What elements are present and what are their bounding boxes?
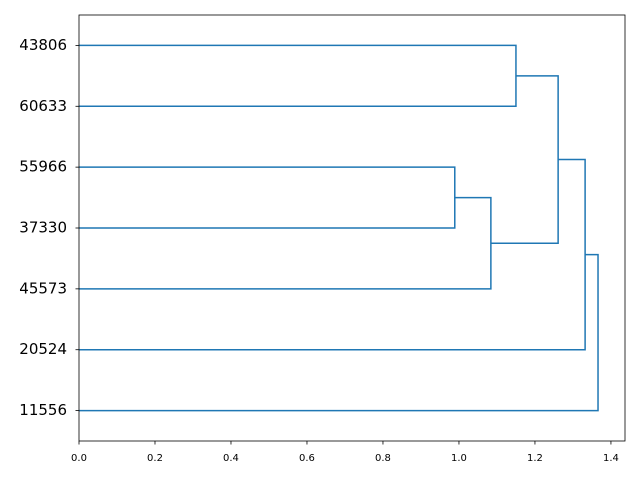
leaf-label: 37330 — [19, 219, 67, 237]
x-tick-label: 0.0 — [71, 453, 87, 464]
leaf-label: 60633 — [19, 97, 67, 115]
x-tick-label: 0.8 — [375, 453, 391, 464]
leaf-label: 43806 — [19, 36, 67, 54]
merge-link — [79, 158, 586, 351]
leaf-label: 45573 — [19, 279, 67, 297]
leaf-label: 11556 — [19, 401, 67, 419]
leaf-label: 55966 — [19, 158, 67, 176]
merge-link — [79, 253, 599, 412]
x-tick-label: 1.2 — [527, 453, 543, 464]
x-tick-label: 0.6 — [299, 453, 315, 464]
x-tick-label: 1.0 — [451, 453, 467, 464]
merge-link — [490, 75, 559, 244]
x-tick-label: 0.4 — [223, 453, 239, 464]
x-tick-label: 0.2 — [147, 453, 163, 464]
x-tick-label: 1.4 — [603, 453, 619, 464]
leaf-label: 20524 — [19, 340, 67, 358]
plot-frame — [78, 14, 626, 442]
